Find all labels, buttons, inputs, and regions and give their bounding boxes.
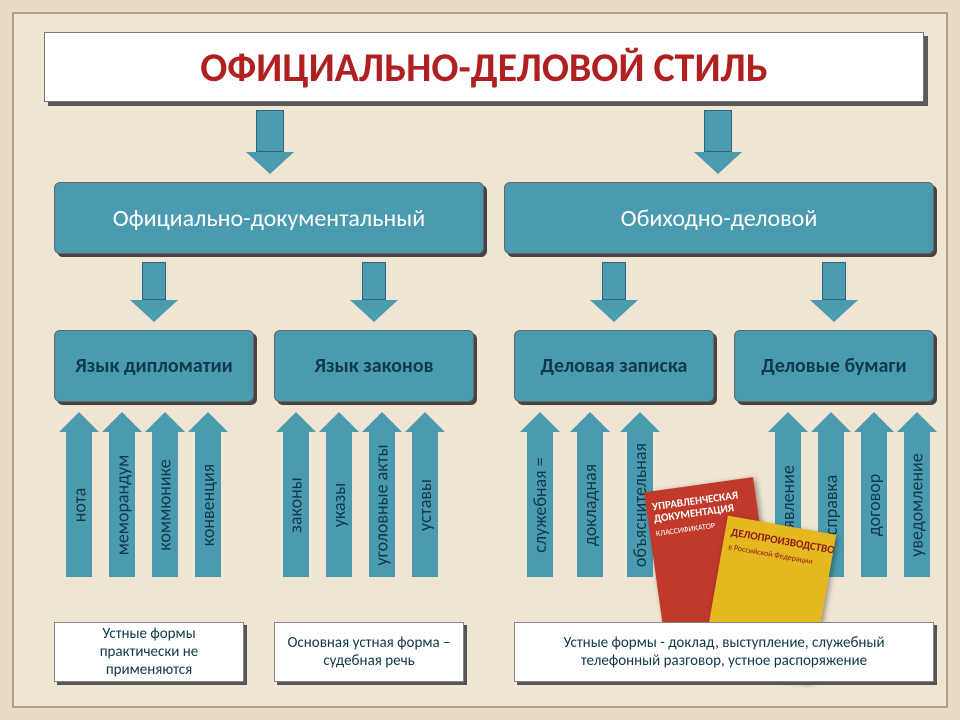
node-delovye-bumagi: Деловые бумаги [734,330,934,402]
up-arrow-label: указы [328,482,350,526]
arrow-up-stem: договор [861,432,887,577]
arrow-up-stem: служебная = [527,432,553,577]
up-arrow: коммюнике [145,412,185,577]
arrow-up-stem: уведомление [904,432,930,577]
up-arrow: меморандум [102,412,142,577]
arrow-up-head [897,412,937,432]
arrow-up-head [59,412,99,432]
node-label: Деловые бумаги [761,354,906,378]
up-arrow: уведомление [897,412,937,577]
footnote-text: Устные формы - доклад, выступление, служ… [523,634,925,670]
up-arrow-label: нота [68,487,90,522]
up-arrow-label: уставы [414,479,436,531]
arrow-l2-l3-head [590,300,638,322]
arrow-up-head [319,412,359,432]
node-yazyk-zakonov: Язык законов [274,330,474,402]
arrow-up-head [102,412,142,432]
footnote-text: Устные формы практически не применяются [63,625,235,679]
slide-title: ОФИЦИАЛЬНО-ДЕЛОВОЙ СТИЛЬ [44,32,924,102]
arrow-up-stem: конвенция [195,432,221,577]
arrow-up-stem: нота [66,432,92,577]
arrow-up-head [854,412,894,432]
up-arrow: договор [854,412,894,577]
arrow-title-to-l2-left-stem [256,110,284,152]
arrow-title-to-l2-right-stem [704,110,732,152]
footnote-text: Основная устная форма – судебная речь [283,634,455,670]
footnote-3: Устные формы - доклад, выступление, служ… [514,622,934,682]
up-arrow-label: законы [285,477,307,532]
arrow-up-stem: уставы [412,432,438,577]
up-arrow: докладная [570,412,610,577]
up-arrow-label: служебная = [529,457,551,553]
up-arrow-label: справка [820,474,842,534]
up-arrow-label: докладная [579,463,601,545]
arrow-up-head [188,412,228,432]
slide-frame: ОФИЦИАЛЬНО-ДЕЛОВОЙ СТИЛЬ Официально-доку… [12,12,948,708]
node-delovaya-zapiska: Деловая записка [514,330,714,402]
arrow-up-head [620,412,660,432]
node-label: Обиходно-деловой [621,204,818,233]
arrow-up-head [276,412,316,432]
arrow-up-stem: уголовные акты [369,432,395,577]
up-arrow: указы [319,412,359,577]
arrow-up-stem: указы [326,432,352,577]
footnote-2: Основная устная форма – судебная речь [274,622,464,682]
up-arrow-label: конвенция [197,463,219,545]
node-oficialno-dokumentalnyj: Официально-документальный [54,182,484,254]
arrow-title-to-l2-right-head [694,152,742,174]
arrow-up-head [405,412,445,432]
arrow-up-head [362,412,402,432]
up-arrow: служебная = [520,412,560,577]
up-arrow-label: договор [863,473,885,535]
up-arrow-label: уведомление [906,453,928,556]
node-label: Язык законов [315,354,434,378]
arrow-up-head [570,412,610,432]
node-label: Официально-документальный [113,204,425,233]
arrow-l2-l3-head [130,300,178,322]
arrow-l2-l3-stem [362,262,386,300]
up-arrow-label: уголовные акты [371,444,393,565]
arrow-l2-l3-head [350,300,398,322]
arrow-up-head [811,412,851,432]
arrow-up-head [145,412,185,432]
arrow-up-stem: меморандум [109,432,135,577]
node-label: Деловая записка [541,354,688,378]
arrow-up-head [768,412,808,432]
arrow-up-stem: коммюнике [152,432,178,577]
up-arrow-label: коммюнике [154,459,176,550]
up-arrow: законы [276,412,316,577]
arrow-l2-l3-stem [602,262,626,300]
arrow-title-to-l2-left-head [246,152,294,174]
arrow-up-stem: докладная [577,432,603,577]
arrow-l2-l3-stem [142,262,166,300]
title-text: ОФИЦИАЛЬНО-ДЕЛОВОЙ СТИЛЬ [200,43,768,92]
up-arrow-label: меморандум [111,454,133,555]
arrow-l2-l3-head [810,300,858,322]
node-label: Язык дипломатии [75,354,233,378]
footnote-1: Устные формы практически не применяются [54,622,244,682]
up-arrow: уставы [405,412,445,577]
node-obihodno-delovoj: Обиходно-деловой [504,182,934,254]
up-arrow: нота [59,412,99,577]
node-yazyk-diplomatii: Язык дипломатии [54,330,254,402]
arrow-up-stem: законы [283,432,309,577]
arrow-l2-l3-stem [822,262,846,300]
up-arrow: конвенция [188,412,228,577]
up-arrow: уголовные акты [362,412,402,577]
arrow-up-head [520,412,560,432]
